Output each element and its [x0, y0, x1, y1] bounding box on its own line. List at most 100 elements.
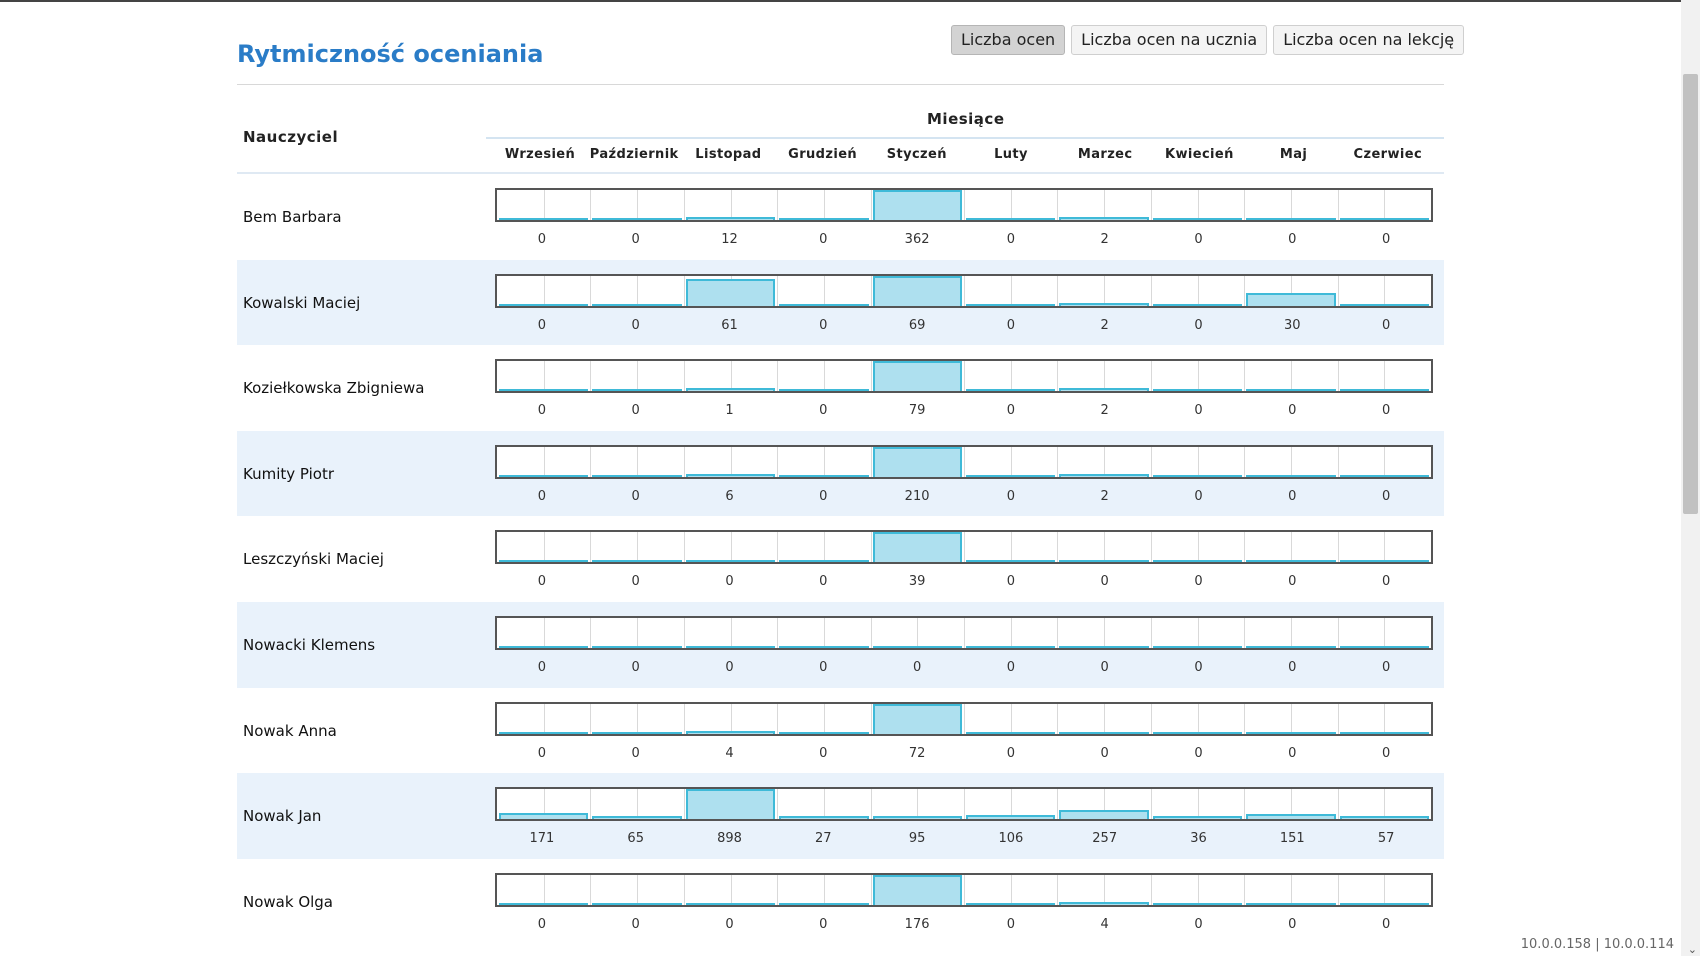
- chart-gridline: [1244, 617, 1246, 648]
- chart-gridline: [683, 703, 685, 734]
- months-column-header: Miesiące: [927, 110, 1005, 128]
- vertical-scrollbar[interactable]: ⌄: [1681, 0, 1700, 956]
- month-label: Luty: [994, 147, 1028, 162]
- chart-gridline: [730, 361, 732, 392]
- bar-2-3: [779, 389, 869, 392]
- chart-gridline: [1384, 789, 1386, 820]
- teacher-name: Nowak Anna: [243, 721, 337, 740]
- chart-gridline: [777, 617, 779, 648]
- chart-gridline: [964, 275, 965, 306]
- chart-gridline: [1010, 703, 1012, 734]
- chart-gridline: [1010, 617, 1012, 648]
- grade-count-button[interactable]: Liczba ocen: [951, 25, 1066, 55]
- bar-8-9: [1339, 902, 1429, 905]
- bar-7-5: [966, 815, 1056, 820]
- count-label: 0: [819, 659, 828, 675]
- count-label: 0: [631, 659, 640, 675]
- chart-gridline: [823, 446, 825, 477]
- title-divider: [237, 84, 1444, 85]
- count-label: 0: [1100, 574, 1109, 590]
- count-label: 95: [908, 831, 926, 847]
- count-label: 0: [537, 403, 547, 419]
- count-label: 0: [1194, 916, 1203, 932]
- chart-gridline: [777, 361, 779, 392]
- bar-8-3: [779, 902, 869, 905]
- header-divider: [237, 172, 1444, 174]
- bar-8-5: [966, 902, 1056, 905]
- bar-7-8: [1246, 814, 1336, 820]
- chart-gridline: [1057, 361, 1059, 392]
- scrollbar-thumb[interactable]: [1683, 74, 1698, 514]
- bar-3-5: [966, 474, 1056, 477]
- count-label: 0: [1288, 574, 1297, 590]
- chart-gridline: [1150, 275, 1152, 306]
- month-label: Listopad: [695, 147, 762, 162]
- chart-gridline: [590, 617, 592, 648]
- chart-gridline: [543, 275, 545, 306]
- chart-gridline: [1057, 617, 1059, 648]
- bar-7-2: [685, 789, 776, 820]
- chart-gridline: [1150, 874, 1152, 905]
- chart-gridline: [870, 190, 872, 220]
- chart-gridline: [1104, 789, 1106, 820]
- count-label: 0: [1194, 659, 1203, 675]
- chart-gridline: [1337, 789, 1339, 820]
- chart-gridline: [1150, 361, 1152, 392]
- chart-gridline: [543, 532, 545, 563]
- chart-gridline: [1010, 532, 1012, 563]
- count-label: 0: [1006, 916, 1016, 932]
- count-label: 0: [1194, 232, 1203, 247]
- chart-gridline: [637, 190, 639, 220]
- count-label: 69: [908, 317, 926, 333]
- chart-gridline: [964, 532, 965, 563]
- chart-gridline: [1010, 789, 1012, 820]
- chart-gridline: [683, 190, 685, 220]
- chart-gridline: [1197, 703, 1199, 734]
- chart-gridline: [1104, 446, 1106, 477]
- count-label: 0: [1381, 488, 1391, 504]
- chart-gridline: [1057, 446, 1059, 477]
- grade-count-chart: [495, 530, 1433, 565]
- bar-6-2: [685, 730, 776, 734]
- count-label: 898: [717, 831, 742, 847]
- bar-2-4: [872, 361, 962, 392]
- count-label: 0: [1194, 488, 1203, 504]
- count-label: 0: [1381, 317, 1391, 333]
- chart-gridline: [777, 532, 779, 563]
- count-label: 257: [1092, 831, 1118, 847]
- grade-counts: 0 0 0 0 39 0 0 0 0 0: [495, 574, 1433, 590]
- bar-0-6: [1059, 217, 1149, 220]
- chart-gridline: [1337, 532, 1339, 563]
- bar-5-3: [779, 645, 869, 648]
- chart-gridline: [823, 532, 825, 563]
- bar-6-0: [499, 731, 589, 734]
- chart-gridline: [823, 361, 825, 392]
- count-label: 0: [819, 745, 828, 761]
- bar-4-9: [1339, 560, 1429, 563]
- count-label: 1: [725, 403, 734, 419]
- count-label: 12: [721, 232, 738, 247]
- chart-gridline: [1290, 789, 1292, 820]
- table-row: Kowalski Maciej 0 0 61 0 69 0 2 0 30 0: [237, 259, 1444, 346]
- bar-8-2: [685, 902, 776, 905]
- grades-per-lesson-button[interactable]: Liczba ocen na lekcję: [1273, 25, 1465, 55]
- chart-gridline: [823, 275, 825, 306]
- bar-1-5: [966, 303, 1056, 306]
- scroll-down-icon[interactable]: ⌄: [1687, 943, 1697, 956]
- chart-gridline: [1384, 532, 1386, 563]
- chart-gridline: [777, 446, 779, 477]
- bar-8-8: [1246, 902, 1336, 905]
- chart-gridline: [590, 446, 592, 477]
- chart-gridline: [870, 361, 872, 392]
- count-label: 362: [904, 232, 930, 247]
- grades-per-student-button[interactable]: Liczba ocen na ucznia: [1071, 25, 1268, 55]
- bar-4-0: [499, 560, 589, 563]
- chart-gridline: [590, 190, 592, 220]
- chart-gridline: [683, 532, 685, 563]
- grade-count-chart: [495, 787, 1433, 822]
- chart-gridline: [823, 617, 825, 648]
- chart-gridline: [1337, 361, 1339, 392]
- count-label: 0: [1006, 317, 1016, 333]
- chart-gridline: [1010, 190, 1012, 220]
- chart-gridline: [964, 874, 965, 905]
